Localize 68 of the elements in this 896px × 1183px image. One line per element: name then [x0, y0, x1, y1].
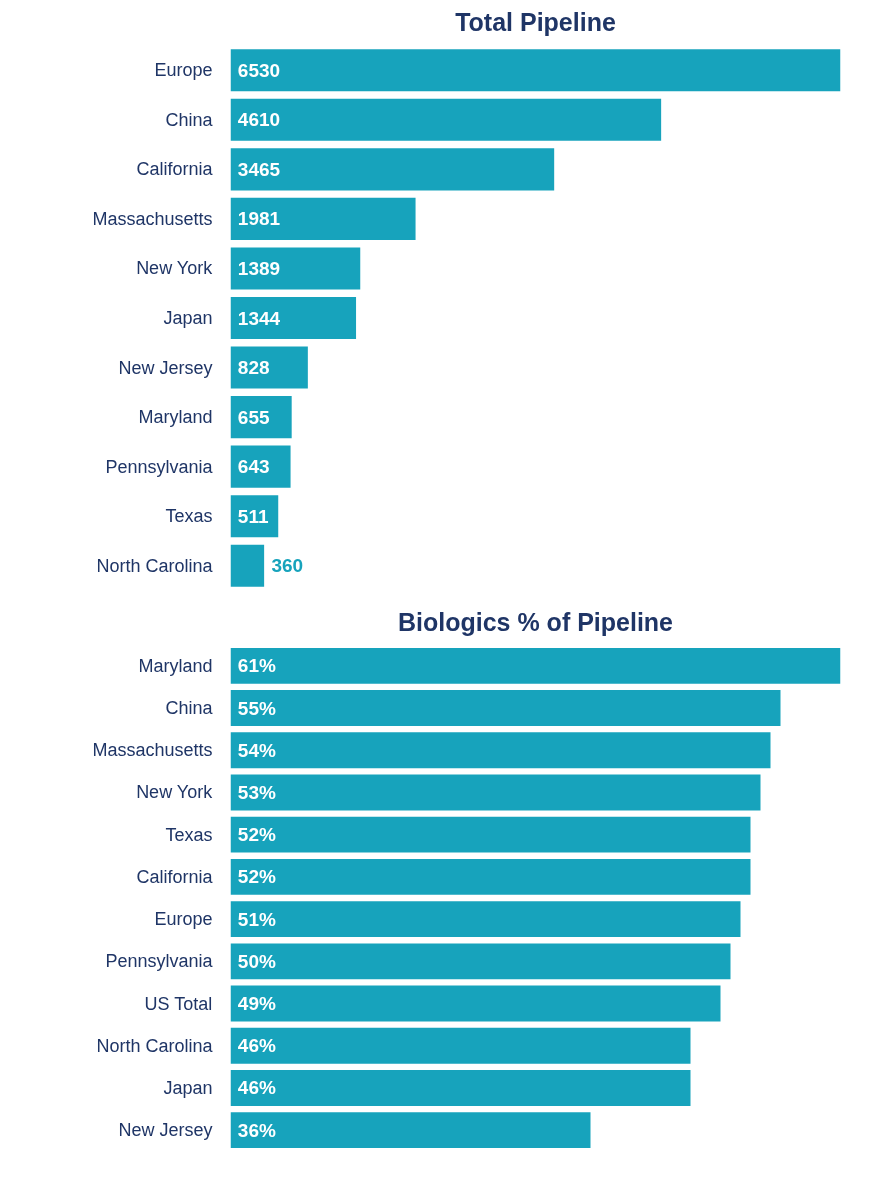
data-label: 36% [237, 1119, 276, 1141]
y-tick-label: North Carolina [96, 1035, 214, 1056]
data-label: 360 [271, 555, 304, 577]
bar [230, 49, 841, 92]
bar [230, 858, 751, 895]
y-tick-label: Pennsylvania [105, 951, 214, 972]
bar [230, 1027, 691, 1064]
y-tick-label: Massachusetts [92, 740, 213, 761]
bar [230, 816, 751, 853]
bar [230, 901, 741, 938]
y-tick-label: China [165, 698, 214, 719]
y-tick-label: Japan [163, 308, 213, 328]
data-label: 828 [237, 357, 270, 379]
y-tick-label: New York [136, 782, 214, 803]
bar [230, 544, 265, 587]
y-tick-label: US Total [144, 993, 213, 1014]
data-label: 1981 [237, 208, 281, 230]
data-label: 46% [237, 1035, 276, 1057]
bar [230, 690, 781, 726]
data-label: 4610 [237, 109, 281, 131]
bar [230, 774, 761, 811]
y-tick-label: California [136, 866, 214, 887]
data-label: 50% [237, 950, 276, 972]
data-label: 61% [237, 655, 276, 677]
data-label: 52% [237, 824, 276, 846]
y-tick-label: Pennsylvania [105, 456, 214, 477]
bar [230, 943, 731, 980]
y-tick-label: Maryland [138, 655, 213, 676]
y-tick-label: New Jersey [118, 357, 213, 378]
y-tick-label: Texas [165, 824, 213, 845]
bar [230, 148, 555, 191]
data-label: 46% [237, 1077, 276, 1099]
y-tick-label: New York [136, 258, 214, 279]
y-tick-label: New Jersey [118, 1120, 213, 1141]
data-label: 53% [237, 781, 276, 803]
bar [230, 647, 841, 684]
data-label: 55% [237, 697, 276, 719]
data-label: 49% [237, 993, 276, 1015]
y-tick-label: Europe [154, 60, 213, 81]
y-tick-label: North Carolina [96, 555, 214, 576]
bar [230, 985, 721, 1022]
y-tick-label: Texas [165, 506, 213, 527]
bar [230, 247, 361, 290]
data-label: 3465 [237, 158, 281, 180]
bar [230, 732, 771, 769]
bar [230, 1112, 591, 1149]
y-tick-label: California [136, 159, 214, 180]
chart-title: Total Pipeline [455, 7, 616, 36]
y-tick-label: Japan [163, 1077, 213, 1098]
y-tick-label: Europe [154, 909, 213, 930]
data-label: 6530 [237, 59, 281, 81]
data-label: 51% [237, 908, 276, 930]
bar [230, 1070, 691, 1106]
data-label: 1389 [237, 257, 281, 279]
data-label: 655 [237, 406, 270, 428]
data-label: 54% [237, 739, 276, 761]
y-tick-label: Maryland [138, 407, 213, 428]
bar [230, 98, 662, 141]
bar [230, 197, 416, 240]
data-label: 511 [237, 505, 269, 527]
data-label: 52% [237, 866, 276, 888]
bar [230, 296, 357, 340]
bar [230, 346, 308, 389]
y-tick-label: China [165, 109, 214, 130]
chart-title: Biologics % of Pipeline [397, 607, 674, 636]
y-tick-label: Massachusetts [92, 208, 213, 229]
data-label: 1344 [237, 307, 281, 329]
data-label: 643 [237, 456, 270, 478]
